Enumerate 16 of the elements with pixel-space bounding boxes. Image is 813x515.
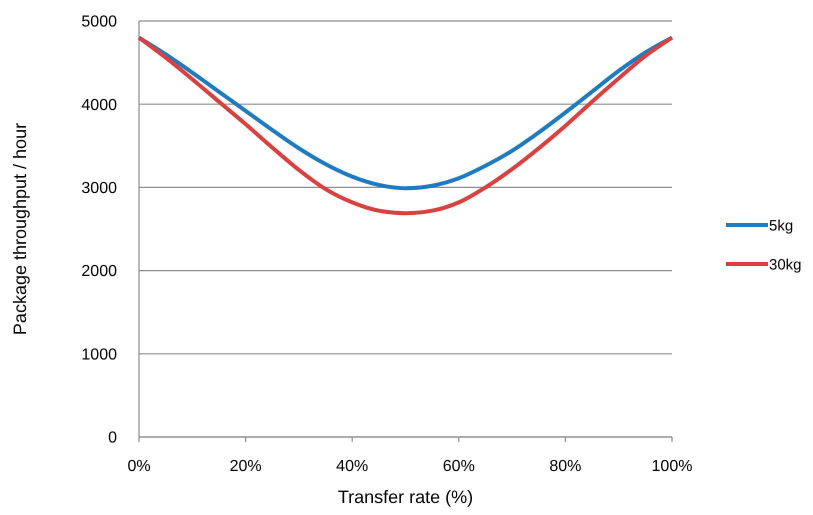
- y-tick-label: 4000: [81, 96, 118, 114]
- legend-label: 30kg: [769, 256, 802, 274]
- y-axis-title: Package throughput / hour: [10, 122, 30, 336]
- x-tick-label: 80%: [549, 458, 582, 475]
- x-tick-label: 0%: [127, 458, 151, 475]
- x-axis-title: Transfer rate (%): [338, 487, 474, 507]
- y-tick-label: 5000: [81, 14, 118, 31]
- x-tick-label: 40%: [336, 458, 368, 475]
- y-tick-label: 3000: [81, 180, 118, 197]
- x-tick-label: 100%: [652, 458, 692, 475]
- x-tick-label: 60%: [442, 458, 475, 475]
- y-tick-label: 0: [108, 430, 118, 447]
- y-tick-label: 1000: [81, 346, 118, 364]
- y-tick-label: 2000: [81, 263, 118, 280]
- x-tick-label: 20%: [230, 458, 262, 475]
- legend-label: 5kg: [769, 217, 794, 234]
